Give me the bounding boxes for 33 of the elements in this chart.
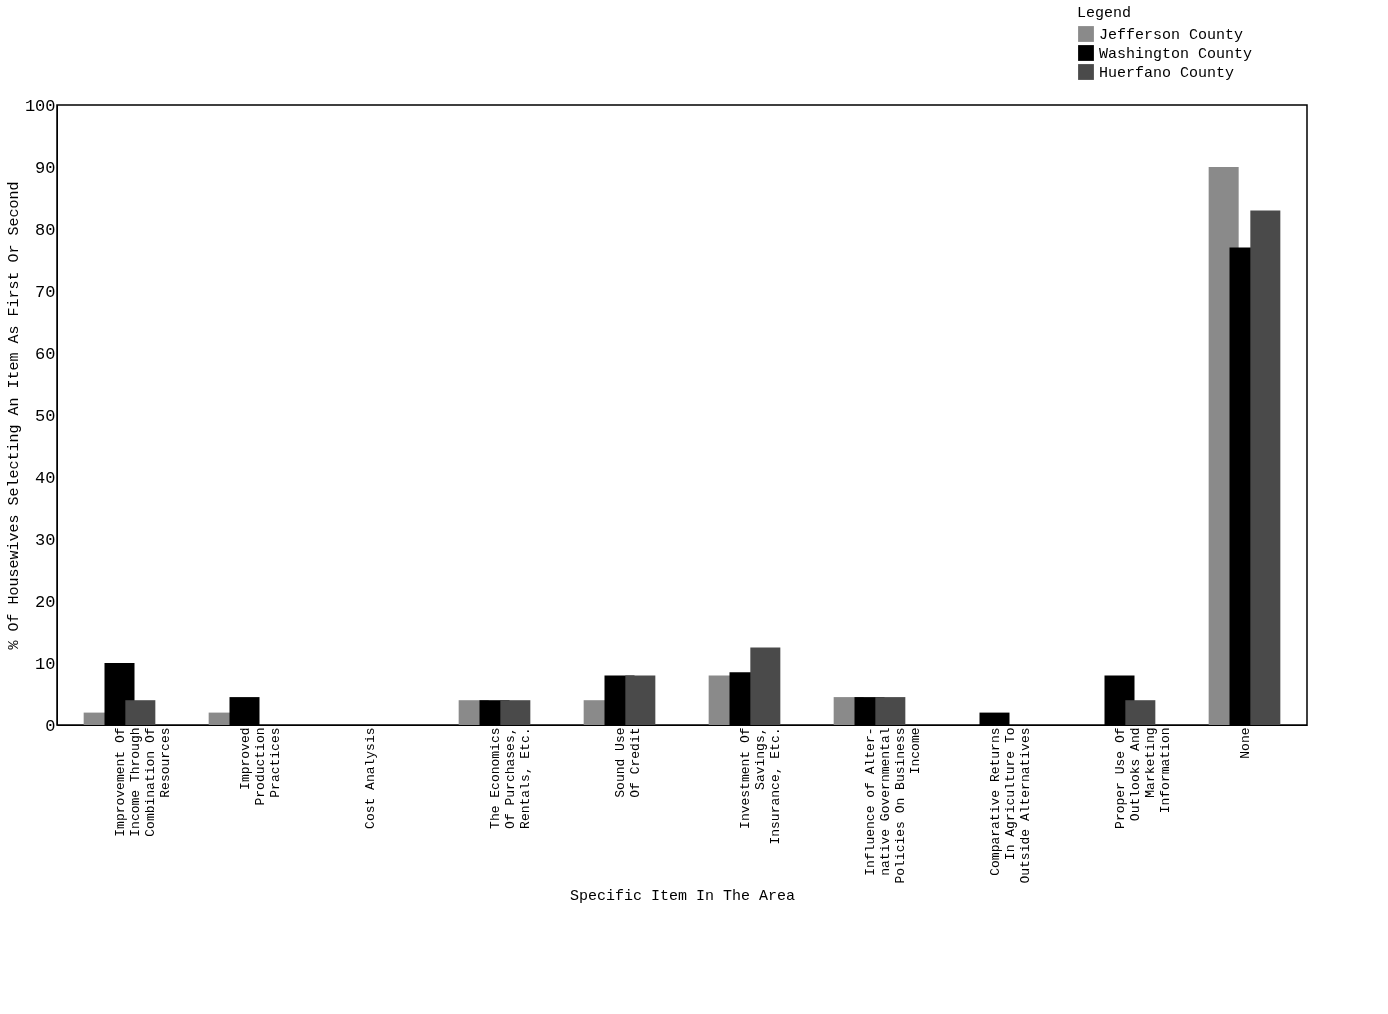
y-tick-label: 80 (35, 220, 56, 240)
y-tick-label: 40 (35, 468, 56, 488)
legend-label: Washington County (1099, 46, 1253, 63)
legend-title: Legend (1077, 5, 1132, 22)
bar (625, 675, 656, 725)
y-tick-label: 90 (35, 158, 56, 178)
y-tick-label: 20 (35, 592, 56, 612)
y-tick-label: 100 (24, 96, 56, 116)
x-tick-label: Influence of Alter- native Governmental Policies On Business Income (862, 727, 923, 884)
bar (875, 697, 906, 725)
x-tick-label: Improvement Of Income Through Combination Of Resources (112, 727, 173, 837)
y-tick-label: 50 (35, 406, 56, 426)
bar (1250, 210, 1281, 725)
y-tick-label: 10 (35, 654, 56, 674)
y-tick-label: 70 (35, 282, 56, 302)
x-tick-label: Sound Use Of Credit (612, 727, 643, 798)
y-tick-label: 60 (35, 344, 56, 364)
legend-label: Huerfano County (1099, 65, 1235, 82)
x-tick-label: Proper Use Of Outlooks And Marketing Information (1112, 727, 1173, 829)
bar (750, 647, 781, 725)
bar (500, 700, 531, 725)
x-tick-label: Improved Production Practices (237, 727, 283, 806)
x-tick-label: Cost Analysis (362, 727, 378, 829)
x-tick-label: The Economics Of Purchases, Rentals, Etc. (487, 727, 533, 829)
bar (1125, 700, 1156, 725)
legend-label: Jefferson County (1099, 27, 1244, 44)
x-axis-title: Specific Item In The Area (569, 887, 796, 905)
x-tick-label: None (1237, 727, 1253, 759)
y-tick-label: 30 (35, 530, 56, 550)
y-axis-title: % Of Housewives Selecting An Item As First Or Second (5, 181, 23, 650)
y-tick-label: 0 (45, 716, 56, 736)
bar (125, 700, 156, 725)
x-tick-label: Investment Of Savings, Insurance, Etc. (737, 727, 783, 845)
